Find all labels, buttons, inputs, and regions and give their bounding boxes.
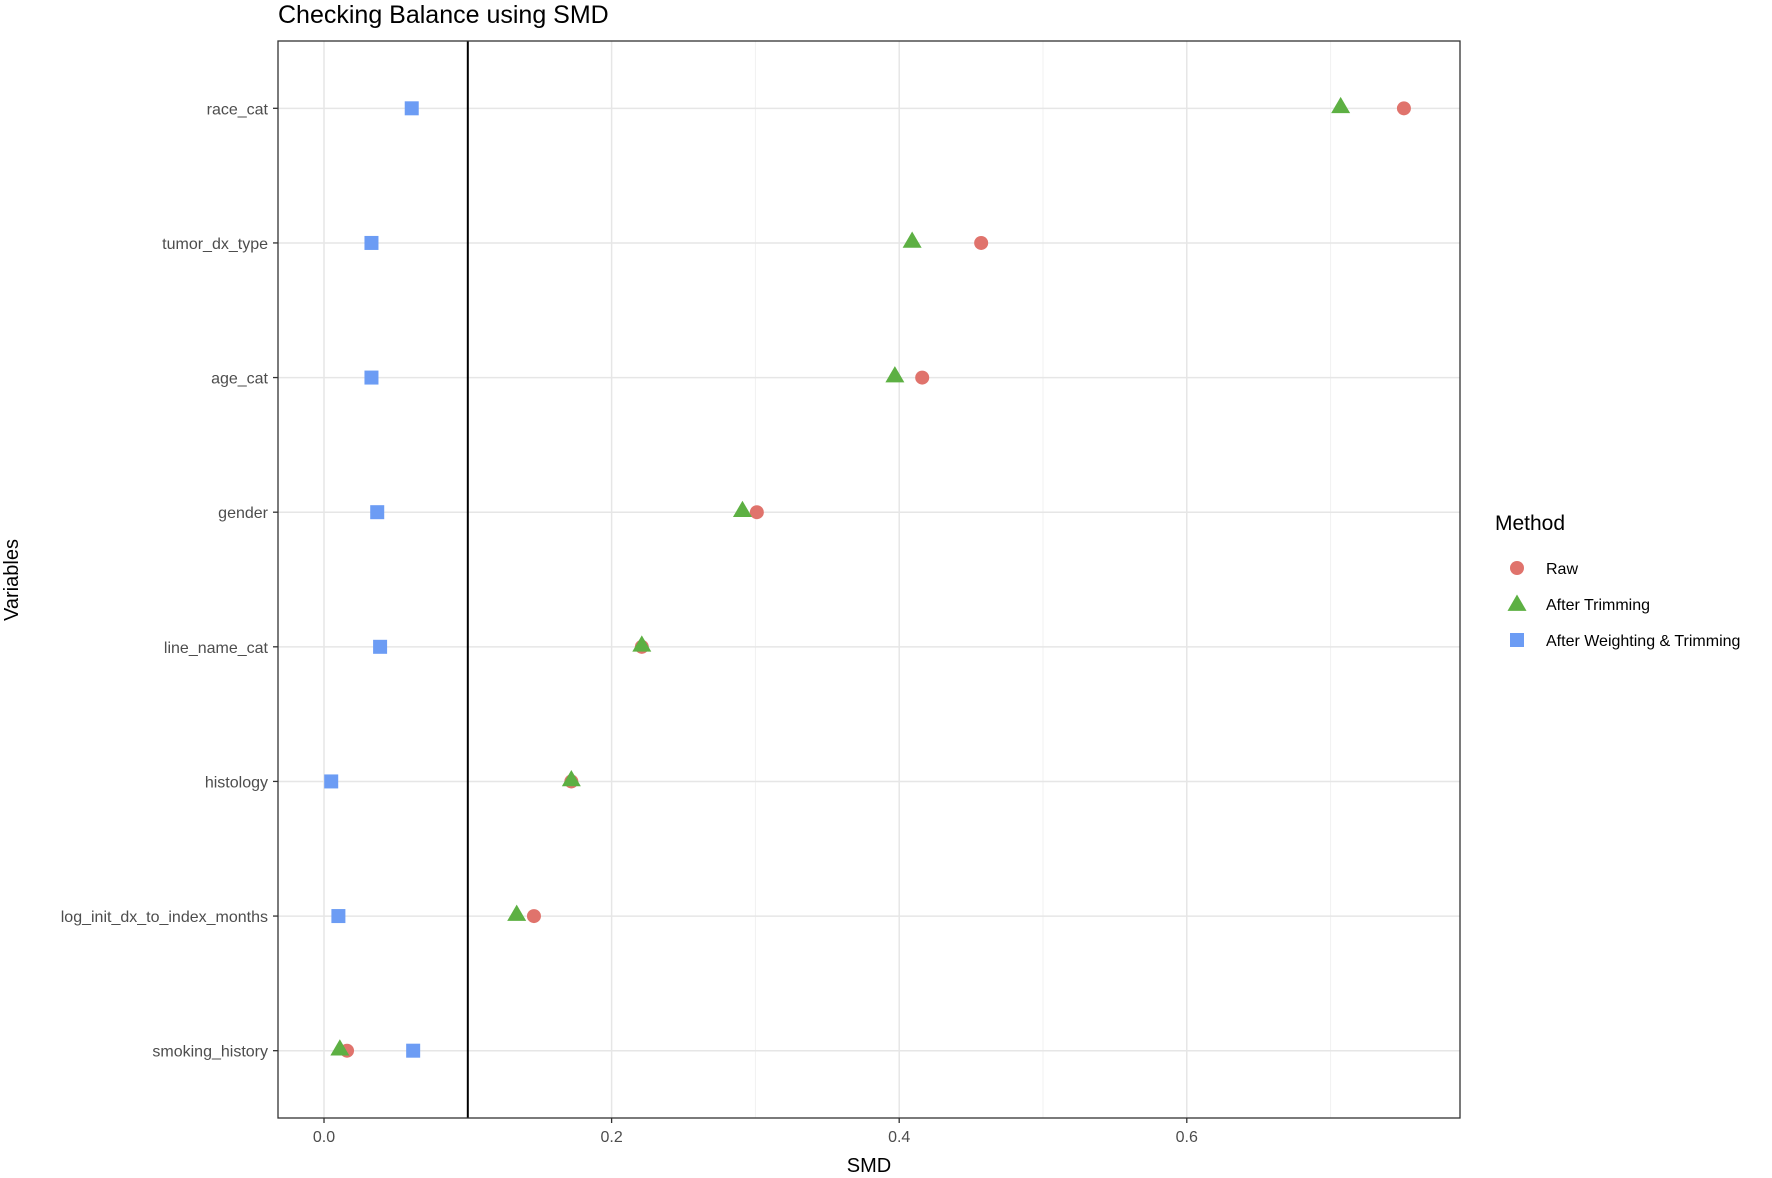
after-trimming-point bbox=[330, 1039, 350, 1056]
y-tick-label: age_cat bbox=[211, 371, 268, 388]
y-axis-title: Variables bbox=[1, 539, 23, 621]
x-tick-label: 0.4 bbox=[888, 1129, 910, 1146]
legend-label: After Weighting & Trimming bbox=[1546, 633, 1740, 650]
y-tick-label: histology bbox=[205, 774, 268, 791]
after-weighting-trimming-point bbox=[331, 909, 346, 924]
after-weighting-trimming-point bbox=[370, 505, 385, 520]
after-trimming-point bbox=[902, 231, 922, 248]
legend-title: Method bbox=[1495, 512, 1565, 535]
plot-border bbox=[277, 40, 1461, 1119]
legend-label: After Trimming bbox=[1546, 597, 1650, 614]
x-axis-ticks: 0.0 0.2 0.4 0.6 bbox=[313, 1118, 1198, 1146]
raw-point bbox=[915, 370, 930, 385]
after-weighting-trimming-point bbox=[406, 1043, 421, 1058]
after-weighting-trimming-point bbox=[364, 235, 379, 250]
raw-point bbox=[749, 505, 764, 520]
chart-title: Checking Balance using SMD bbox=[278, 1, 609, 29]
grid-lines bbox=[278, 41, 1460, 1118]
after-trimming-point bbox=[632, 635, 652, 652]
plot-panel bbox=[278, 41, 1460, 1118]
legend-key-after-weighting-trimming bbox=[1510, 633, 1524, 647]
raw-point bbox=[974, 235, 989, 250]
legend-label: Raw bbox=[1546, 561, 1578, 578]
x-tick-label: 0.0 bbox=[313, 1129, 335, 1146]
x-tick-label: 0.6 bbox=[1176, 1129, 1198, 1146]
after-trimming-point bbox=[561, 769, 581, 787]
x-axis-title: SMD bbox=[847, 1155, 891, 1177]
y-tick-label: tumor_dx_type bbox=[162, 236, 268, 253]
after-trimming-point bbox=[507, 904, 527, 921]
after-weighting-trimming-point bbox=[404, 101, 419, 116]
y-tick-label: gender bbox=[218, 505, 268, 522]
legend-key-raw bbox=[1510, 561, 1524, 575]
raw-point bbox=[526, 909, 541, 924]
y-tick-label: smoking_history bbox=[152, 1044, 268, 1061]
raw-point bbox=[1396, 101, 1411, 116]
legend: Method Raw After Trimming After Weighting … bbox=[1495, 512, 1740, 650]
data-points bbox=[324, 96, 1411, 1058]
after-trimming-point bbox=[732, 500, 752, 518]
after-weighting-trimming-point bbox=[364, 370, 379, 385]
after-weighting-trimming-point bbox=[373, 639, 388, 654]
y-tick-label: log_init_dx_to_index_months bbox=[61, 909, 268, 926]
after-trimming-point bbox=[1331, 96, 1351, 114]
after-trimming-point bbox=[885, 366, 905, 383]
x-tick-label: 0.2 bbox=[600, 1129, 622, 1146]
y-tick-label: line_name_cat bbox=[164, 640, 269, 657]
legend-key-after-trimming bbox=[1507, 594, 1527, 611]
after-weighting-trimming-point bbox=[324, 774, 339, 789]
y-tick-label: race_cat bbox=[207, 101, 269, 118]
